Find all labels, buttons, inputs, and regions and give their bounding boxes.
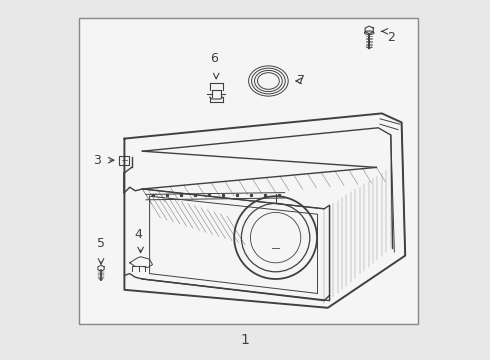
FancyBboxPatch shape <box>120 156 129 165</box>
Text: 2: 2 <box>387 31 395 44</box>
Text: 3: 3 <box>93 154 101 167</box>
Text: 1: 1 <box>241 333 249 347</box>
Text: 7: 7 <box>297 75 305 87</box>
FancyBboxPatch shape <box>79 18 418 324</box>
Text: 4: 4 <box>135 228 143 241</box>
Text: 6: 6 <box>211 52 219 65</box>
Text: 5: 5 <box>97 237 105 250</box>
